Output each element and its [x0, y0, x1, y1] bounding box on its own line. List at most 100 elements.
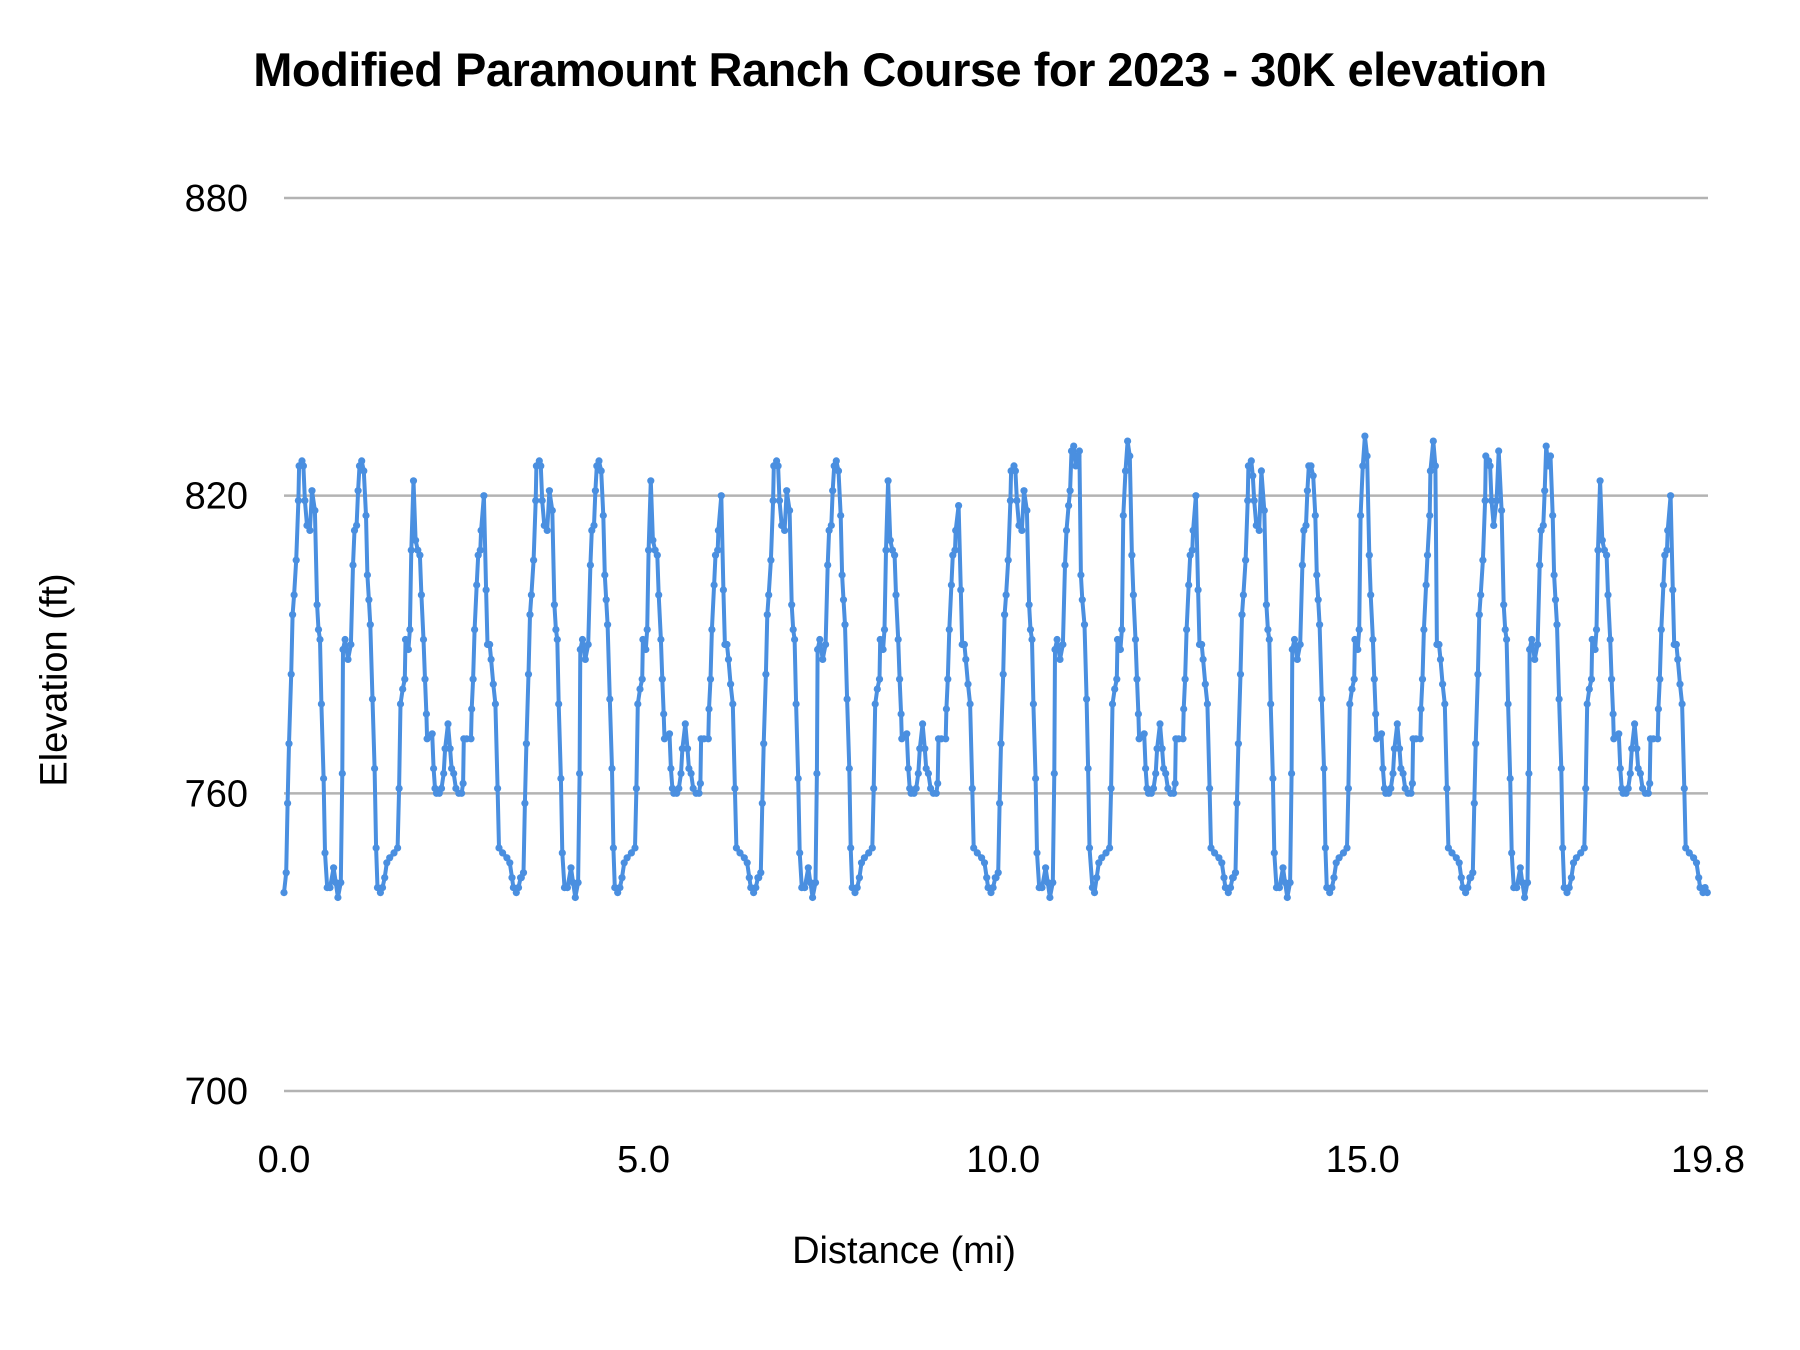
data-point: [1028, 635, 1036, 644]
y-tick-label: 760: [185, 773, 248, 815]
data-point: [1531, 655, 1539, 664]
data-point: [320, 774, 328, 783]
data-point: [791, 635, 799, 644]
data-point: [736, 849, 744, 857]
data-point: [1431, 462, 1439, 470]
data-point: [1500, 601, 1508, 609]
data-point: [1608, 675, 1616, 683]
data-point: [1604, 591, 1612, 599]
data-point: [994, 869, 1002, 877]
data-point: [813, 769, 821, 778]
data-point: [727, 680, 735, 688]
data-point: [1131, 635, 1140, 644]
data-point: [811, 879, 820, 887]
data-point: [471, 626, 479, 634]
data-point: [875, 675, 884, 683]
data-point: [1185, 581, 1193, 589]
data-point: [416, 551, 424, 559]
data-point: [896, 675, 904, 683]
data-point: [557, 774, 565, 783]
data-point: [524, 670, 533, 678]
data-point: [289, 611, 297, 619]
data-point: [1486, 462, 1494, 470]
data-point: [627, 849, 636, 857]
data-point: [792, 700, 800, 708]
data-point: [538, 497, 546, 505]
data-point: [677, 769, 685, 778]
data-point: [574, 879, 582, 887]
data-point: [1363, 452, 1371, 460]
data-point: [1192, 492, 1200, 500]
data-point: [1654, 705, 1662, 713]
data-point: [1426, 511, 1434, 520]
data-point: [1255, 526, 1263, 535]
data-point: [489, 680, 497, 688]
data-point: [1328, 884, 1336, 892]
data-point: [1626, 769, 1634, 778]
data-point: [1422, 581, 1430, 589]
data-point: [1247, 457, 1255, 465]
data-point: [1498, 506, 1506, 515]
data-point: [1487, 497, 1496, 505]
data-point: [786, 506, 794, 515]
data-point: [723, 640, 731, 649]
data-point: [1121, 467, 1130, 475]
data-point: [1070, 442, 1078, 450]
data-point: [1124, 437, 1132, 445]
data-point: [806, 879, 815, 887]
data-point: [767, 556, 775, 564]
data-point: [1506, 774, 1514, 783]
data-point: [1550, 571, 1558, 579]
data-point: [1049, 879, 1057, 887]
data-point: [1206, 784, 1214, 793]
data-point: [332, 879, 340, 887]
data-point: [430, 764, 438, 773]
data-point: [882, 546, 890, 554]
data-point: [1257, 467, 1265, 475]
data-point: [1313, 571, 1321, 579]
data-point: [294, 497, 302, 505]
data-point: [1370, 675, 1378, 683]
data-point: [973, 849, 981, 857]
data-point: [714, 526, 723, 535]
data-point: [868, 844, 876, 852]
data-point: [477, 526, 485, 535]
data-point: [284, 799, 292, 807]
data-point: [578, 635, 587, 644]
data-point: [1636, 769, 1644, 778]
data-point: [1260, 506, 1268, 515]
data-point: [960, 640, 969, 649]
data-point: [1231, 869, 1240, 877]
data-point: [731, 784, 739, 793]
data-point: [745, 874, 753, 882]
data-point: [1633, 745, 1641, 753]
data-point: [824, 561, 832, 569]
data-point: [687, 769, 695, 778]
data-point: [880, 626, 889, 634]
data-point: [1351, 635, 1359, 644]
data-point: [467, 735, 475, 743]
data-point: [829, 487, 837, 495]
data-point: [396, 700, 405, 708]
data-point: [555, 700, 563, 708]
data-point: [422, 710, 430, 718]
data-point: [841, 621, 849, 629]
data-point: [1667, 492, 1675, 500]
data-point: [1234, 740, 1242, 748]
data-point: [980, 859, 989, 867]
data-point: [898, 735, 906, 743]
data-point: [657, 635, 665, 644]
data-point: [660, 735, 669, 743]
data-point: [1242, 556, 1250, 564]
data-point: [530, 556, 538, 564]
data-point: [1279, 864, 1287, 872]
data-point: [1598, 536, 1606, 544]
data-point: [1493, 497, 1501, 505]
data-point: [1066, 487, 1074, 495]
data-point: [553, 635, 561, 644]
x-axis-label: Distance (mi): [792, 1230, 1016, 1272]
data-point: [1307, 462, 1315, 470]
data-point: [1423, 551, 1432, 559]
data-point: [639, 635, 647, 644]
y-tick-label: 700: [185, 1071, 248, 1113]
